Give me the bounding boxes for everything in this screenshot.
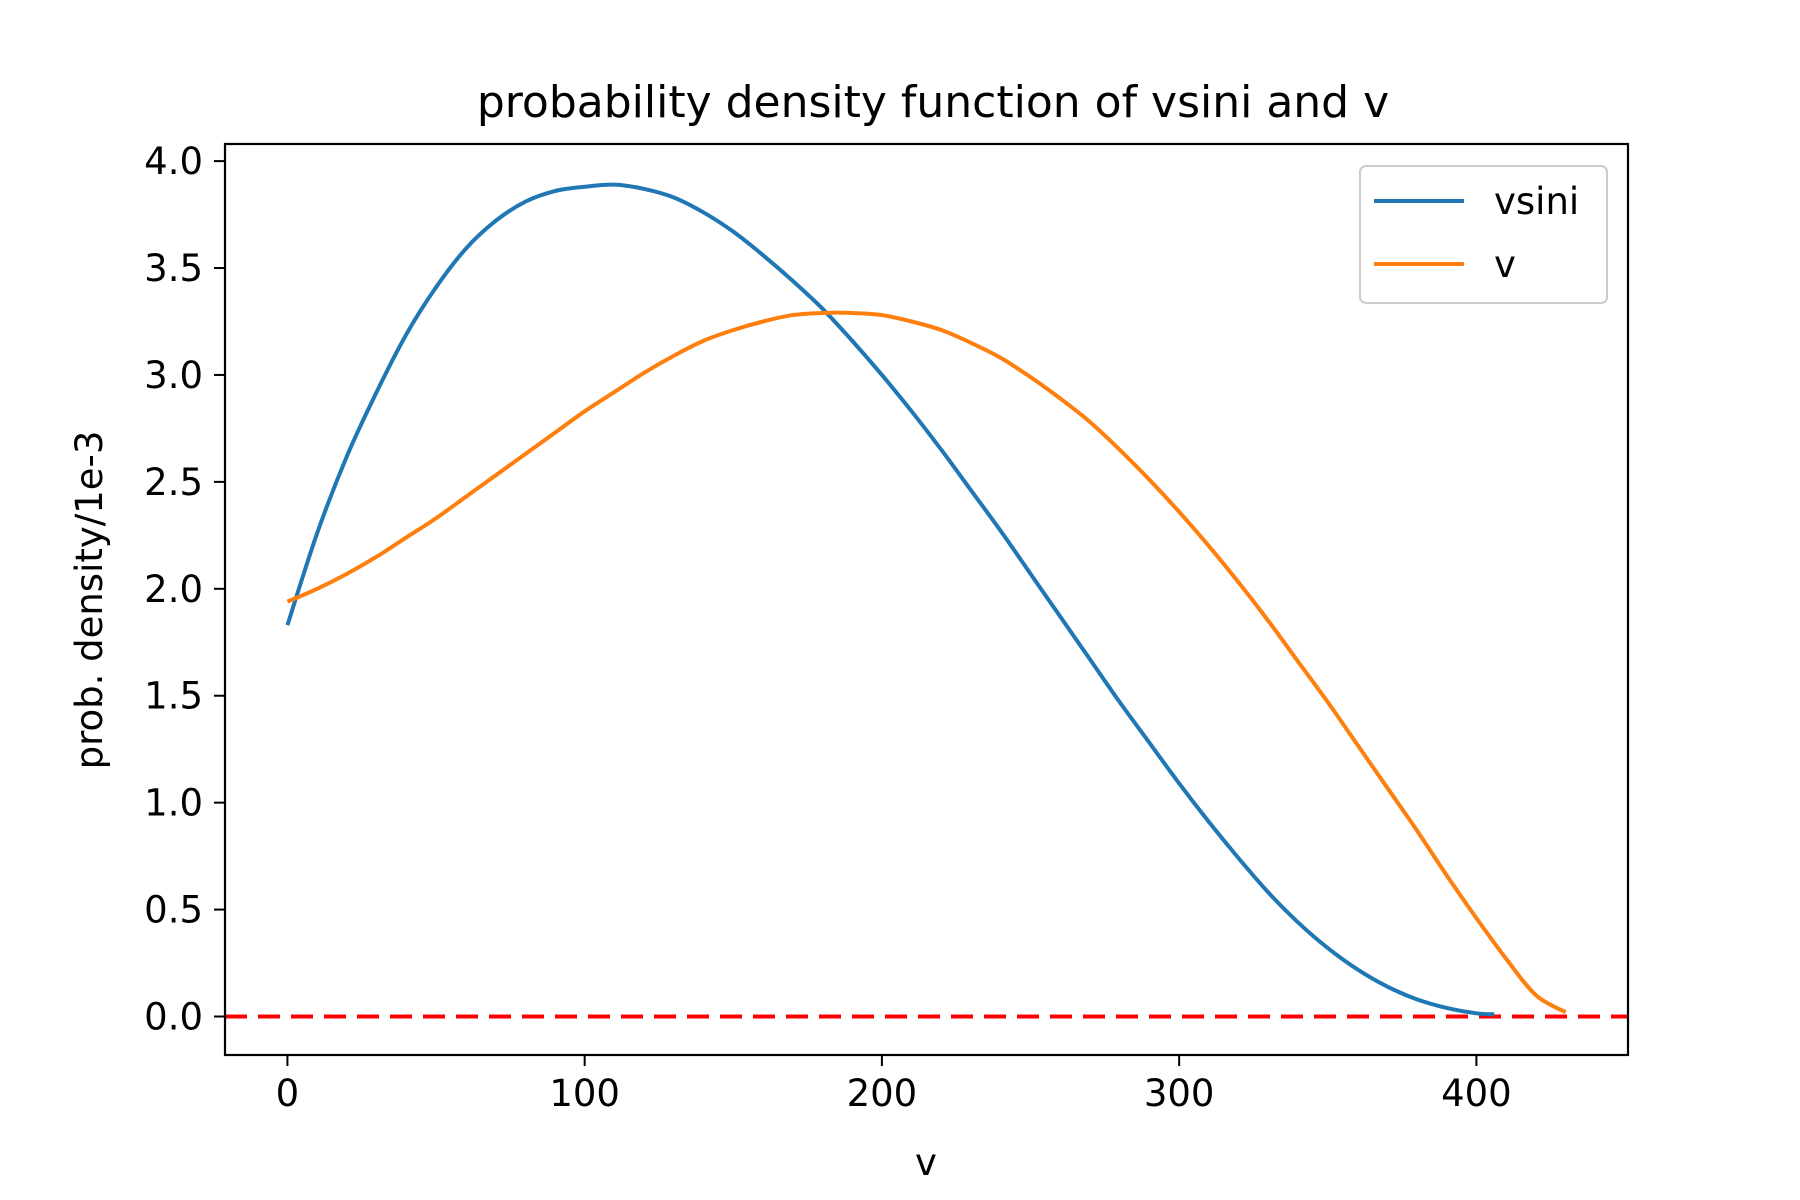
x-tick-label: 400 — [1441, 1072, 1512, 1115]
legend-label-vsini: vsini — [1494, 180, 1579, 223]
y-tick-label: 1.5 — [144, 675, 203, 718]
series-line-vsini — [285, 182, 1495, 1017]
legend-label-v: v — [1494, 243, 1516, 286]
y-tick-label: 4.0 — [144, 140, 203, 183]
y-tick-label: 3.0 — [144, 354, 203, 397]
y-tick-label: 2.5 — [144, 461, 203, 504]
y-tick-label: 1.0 — [144, 782, 203, 825]
x-tick-label: 0 — [276, 1072, 300, 1115]
x-tick-label: 300 — [1144, 1072, 1215, 1115]
series-line-v — [286, 310, 1567, 1014]
y-axis-label: prob. density/1e-3 — [68, 431, 111, 770]
x-tick-label: 100 — [549, 1072, 620, 1115]
y-tick-label: 3.5 — [144, 247, 203, 290]
y-tick-label: 0.0 — [144, 996, 203, 1039]
plot-frame — [223, 142, 1630, 1057]
x-tick-label: 200 — [847, 1072, 918, 1115]
x-axis: 0 100 200 300 400 — [276, 1055, 1512, 1115]
x-axis-label: v — [915, 1141, 937, 1184]
y-tick-label: 2.0 — [144, 568, 203, 611]
y-axis: 0.0 0.5 1.0 1.5 2.0 2.5 3.0 3.5 4.0 — [144, 140, 225, 1039]
y-tick-label: 0.5 — [144, 889, 203, 932]
legend: vsini v — [1359, 165, 1608, 304]
data-layer — [225, 182, 1628, 1019]
chart-title: probability density function of vsini an… — [477, 77, 1389, 128]
